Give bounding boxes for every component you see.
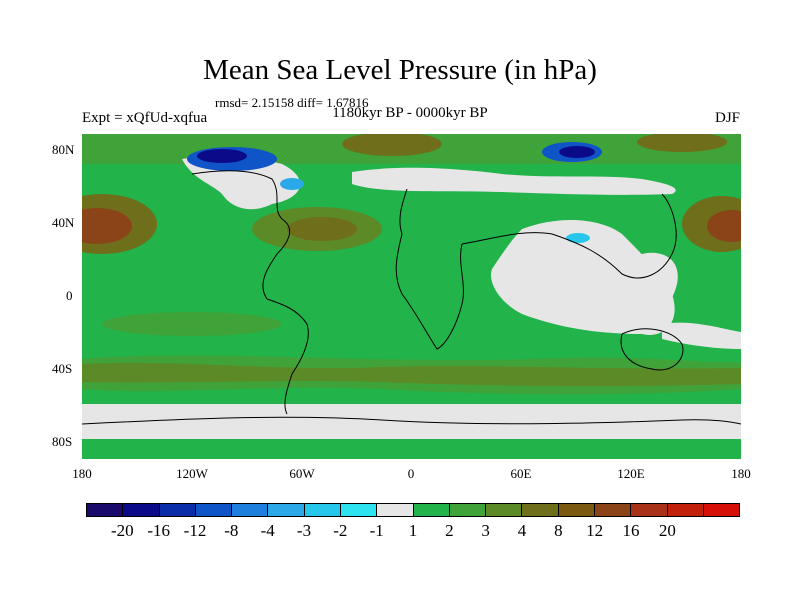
plot-title: Mean Sea Level Pressure (in hPa) [203, 54, 597, 86]
indian-ocean-light [491, 219, 675, 335]
colorbar-swatch [194, 503, 232, 517]
colorbar-label: -8 [224, 521, 239, 540]
period-subtitle: 1180kyr BP - 0000kyr BP [332, 105, 488, 121]
colorbar-swatch [158, 503, 195, 517]
colorbar-label: 20 [658, 521, 676, 540]
colorbar [86, 503, 741, 517]
y-tick-40n: 40N [52, 215, 75, 230]
colorbar-swatch [702, 503, 741, 517]
colorbar-swatch [303, 503, 340, 517]
colorbar-label: -20 [110, 521, 134, 540]
coast-asia [461, 193, 677, 279]
colorbar-label: -1 [369, 521, 384, 540]
y-tick-0: 0 [66, 288, 73, 303]
colorbar-swatch [339, 503, 377, 517]
season-label: DJF [714, 110, 740, 126]
colorbar-label: -3 [296, 521, 312, 540]
y-tick-80s: 80S [52, 434, 73, 449]
colorbar-swatch [412, 503, 449, 517]
hudson-low [280, 178, 304, 190]
x-tick-120w: 120W [176, 466, 208, 481]
colorbar-swatch [86, 503, 123, 517]
colorbar-label: 3 [481, 521, 490, 540]
colorbar-label: -16 [147, 521, 170, 540]
colorbar-swatch [448, 503, 486, 517]
colorbar-swatch [122, 503, 159, 517]
colorbar-swatch [267, 503, 304, 517]
coast-australia [620, 328, 684, 371]
southern-dark-band-2 [82, 362, 741, 387]
antarctic-band [82, 404, 741, 444]
colorbar-label: 12 [586, 521, 604, 540]
colorbar-label: -12 [183, 521, 207, 540]
colorbar-label: -4 [260, 521, 275, 540]
experiment-label: Expt = xQfUd-xqfua [82, 110, 208, 126]
coast-north-america [191, 170, 291, 300]
x-tick-60w: 60W [289, 466, 315, 481]
australia-light [662, 322, 741, 349]
colorbar-swatch [485, 503, 522, 517]
colorbar-swatch [666, 503, 703, 517]
x-tick-180w: 180 [72, 466, 92, 481]
colorbar-swatch [557, 503, 594, 517]
siberia-low-core [559, 146, 595, 158]
x-tick-0: 0 [407, 466, 415, 481]
pressure-difference-map [82, 134, 741, 459]
x-tick-60e: 60E [510, 466, 532, 481]
arctic-high-brown-2 [637, 134, 727, 152]
tibet-low [566, 233, 590, 243]
coast-antarctica [82, 416, 741, 425]
colorbar-swatch [593, 503, 631, 517]
greenland-low-core [197, 149, 247, 163]
y-tick-80n: 80N [52, 142, 75, 157]
colorbar-swatch [376, 503, 413, 517]
pacific-west-light [640, 252, 678, 308]
colorbar-label: 1 [408, 521, 418, 540]
x-tick-180e: 180 [731, 466, 751, 481]
arctic-high-brown [342, 134, 442, 156]
coast-europe-africa [395, 188, 464, 350]
colorbar-swatch [521, 503, 558, 517]
coastlines [82, 170, 741, 425]
antarctic-green [82, 439, 741, 459]
pacific-high-east-core [707, 210, 741, 242]
colorbar-label: 4 [517, 521, 527, 540]
colorbar-swatch [630, 503, 667, 517]
pacific-high-west-core [82, 208, 132, 244]
stats-label: rmsd= 2.15158 diff= 1.67816 [215, 95, 369, 110]
colorbar-label: 2 [445, 521, 454, 540]
colorbar-swatch [231, 503, 268, 517]
atlantic-high-core [287, 217, 357, 241]
x-tick-120e: 120E [617, 466, 645, 481]
y-tick-40s: 40S [52, 361, 73, 376]
europe-light [352, 167, 676, 195]
coast-south-america [266, 298, 309, 415]
colorbar-label: 8 [554, 521, 563, 540]
colorbar-label: 16 [622, 521, 640, 540]
tropical-band [102, 312, 282, 336]
colorbar-label: -2 [333, 521, 348, 540]
